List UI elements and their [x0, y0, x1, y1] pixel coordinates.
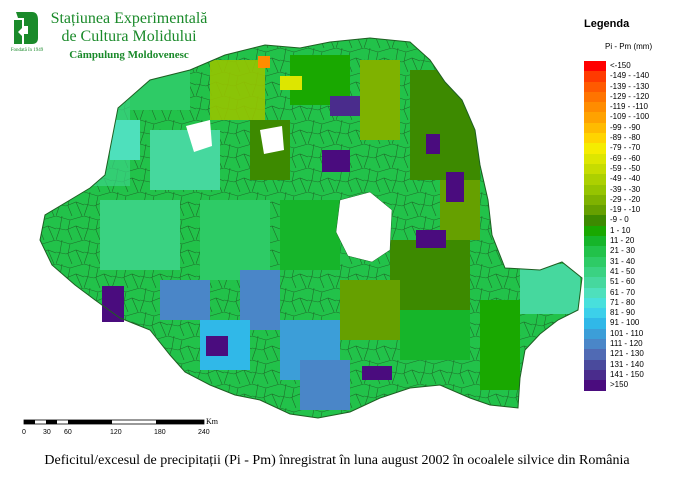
legend-label: -79 - -70 [610, 143, 641, 153]
legend-label: 131 - 140 [610, 359, 644, 369]
legend-swatch [584, 81, 606, 92]
legend-label: -69 - -60 [610, 153, 641, 163]
legend-swatch [584, 256, 606, 267]
legend-swatch [584, 184, 606, 195]
legend-swatch [584, 339, 606, 350]
legend-swatch [584, 61, 606, 72]
station-name: Stațiunea Experimentală de Cultura Molid… [44, 10, 214, 62]
legend-swatch [584, 225, 606, 237]
legend-title: Legenda [584, 18, 630, 30]
legend-swatch [584, 349, 606, 360]
legend-swatch [584, 153, 606, 164]
legend-swatch [584, 359, 606, 370]
legend-swatch [584, 205, 606, 216]
legend-label: -109 - -100 [610, 112, 650, 122]
legend-swatch [584, 369, 606, 381]
legend-swatch [584, 266, 606, 278]
legend-swatch [584, 71, 606, 82]
legend-swatch [584, 112, 606, 123]
legend-swatch [584, 380, 606, 391]
legend-label: 31 - 40 [610, 256, 635, 266]
legend-swatch [584, 308, 606, 319]
legend-swatch [584, 287, 606, 298]
legend-label: 1 - 10 [610, 225, 631, 235]
legend-label: -9 - 0 [610, 215, 629, 225]
scale-tick: 0 [22, 429, 26, 436]
scale-tick: 120 [110, 429, 122, 436]
legend-label: -39 - -30 [610, 184, 641, 194]
legend-label: 81 - 90 [610, 308, 635, 318]
legend-label: -59 - -50 [610, 163, 641, 173]
legend-label: -29 - -20 [610, 194, 641, 204]
scale-tick: 60 [64, 429, 72, 436]
legend-label: -89 - -80 [610, 133, 641, 143]
legend-swatch [584, 318, 606, 329]
legend-label: >150 [610, 380, 629, 390]
legend-label: 41 - 50 [610, 266, 635, 276]
legend-swatch [584, 297, 606, 309]
legend-swatch [584, 163, 606, 175]
scale-tick: 240 [198, 429, 210, 436]
legend-swatch [584, 277, 606, 288]
legend-swatch [584, 122, 606, 134]
legend-label: 111 - 120 [610, 339, 643, 349]
legend-label: 51 - 60 [610, 277, 635, 287]
legend-swatch [584, 174, 606, 185]
legend-swatch [584, 236, 606, 247]
legend-swatch [584, 91, 606, 103]
legend-swatch [584, 133, 606, 144]
legend-swatch [584, 194, 606, 206]
legend-label: <-150 [610, 61, 631, 70]
station-name-line1: Stațiunea Experimentală [50, 10, 208, 27]
legend-label: -99 - -90 [610, 122, 641, 132]
scale-tick: 30 [43, 429, 51, 436]
legend-swatch [584, 102, 606, 113]
legend-unit: Pi - Pm (mm) [605, 42, 653, 51]
scale-bar: Km 0 30 60 120 180 240 [22, 417, 218, 436]
legend-label: -19 - -10 [610, 205, 641, 215]
legend-swatch [584, 215, 606, 226]
legend-label: -49 - -40 [610, 174, 641, 184]
legend-swatch [584, 143, 606, 154]
legend-label: 71 - 80 [610, 297, 635, 307]
legend-label: 11 - 20 [610, 236, 635, 246]
legend-label: 21 - 30 [610, 246, 635, 256]
legend-label: 141 - 150 [610, 369, 644, 379]
station-header: Fondată în 1949 Stațiunea Experimentală … [6, 6, 208, 62]
scale-tick: 180 [154, 429, 166, 436]
station-location: Câmpulung Moldovenesc [69, 49, 189, 61]
forest-station-logo-icon: Fondată în 1949 [10, 10, 43, 58]
map-caption: Deficitul/excesul de precipitații (Pi - … [44, 453, 630, 468]
legend-label: 121 - 130 [610, 349, 644, 359]
legend-swatch [584, 328, 606, 340]
logo-caption: Fondată în 1949 [10, 48, 44, 53]
legend-label: 101 - 110 [610, 328, 644, 338]
legend-label: -119 - -110 [610, 102, 648, 112]
legend-swatch [584, 246, 606, 257]
legend-label: -139 - -130 [610, 81, 650, 91]
scale-unit: Km [206, 417, 218, 426]
legend-label: 91 - 100 [610, 318, 640, 328]
legend-label: 61 - 70 [610, 287, 635, 297]
station-name-line2: de Cultura Molidului [61, 28, 197, 45]
legend-label: -149 - -140 [610, 71, 650, 81]
legend-label: -129 - -120 [610, 91, 650, 101]
